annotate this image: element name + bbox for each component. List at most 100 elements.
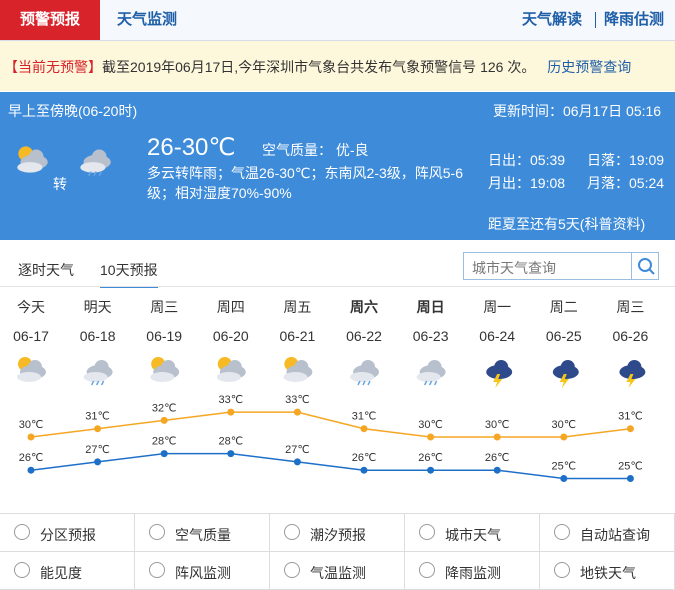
icon-cloud	[83, 372, 108, 382]
high-point	[427, 433, 435, 441]
service-item[interactable]: 地铁天气	[540, 552, 675, 590]
icon-rain	[100, 380, 105, 386]
weekday: 今天	[17, 299, 45, 315]
service-label[interactable]: 城市天气	[445, 527, 501, 543]
weekday: 周五	[283, 299, 311, 315]
today-period: 早上至傍晚(06-20时)	[8, 103, 138, 119]
low-label: 27℃	[285, 444, 310, 456]
tab-active[interactable]: 预警预报	[0, 0, 100, 40]
high-label: 30℃	[485, 419, 510, 431]
service-icon	[14, 524, 30, 540]
service-item[interactable]: 阵风监测	[135, 552, 270, 590]
service-label[interactable]: 分区预报	[40, 527, 96, 543]
search-placeholder[interactable]: 城市天气查询	[472, 260, 556, 276]
high-label: 33℃	[285, 394, 310, 406]
low-line	[30, 452, 631, 480]
service-label[interactable]: 降雨监测	[445, 565, 501, 581]
service-icon	[14, 562, 30, 578]
tab-right[interactable]: 天气解读	[522, 11, 583, 28]
service-icon	[419, 562, 435, 578]
low-point	[626, 475, 634, 482]
search-icon	[638, 258, 655, 275]
fc-tab[interactable]: 逐时天气	[18, 262, 74, 278]
today-temp: 26-30℃	[147, 134, 236, 161]
icon-cloud	[227, 360, 242, 374]
icon-cloud	[494, 360, 509, 374]
high-point	[360, 425, 368, 433]
high-label: 32℃	[152, 402, 177, 414]
icon-cloud	[283, 372, 308, 382]
icon-rain	[428, 380, 433, 386]
tab-rule	[0, 286, 675, 287]
updated: 更新时间：06月17日 05:16	[493, 103, 662, 119]
service-label[interactable]: 阵风监测	[175, 565, 231, 581]
icon-rain	[357, 380, 361, 386]
alert-link[interactable]: 历史预警查询	[547, 59, 632, 75]
service-icon	[284, 524, 300, 540]
solar-term[interactable]: 距夏至还有5天(科普资料)	[488, 216, 646, 232]
weekday: 周六	[350, 299, 378, 315]
search-box[interactable]	[463, 252, 659, 280]
date: 06-24	[479, 328, 515, 344]
service-icon	[284, 562, 300, 578]
service-item[interactable]: 潮汐预报	[270, 514, 405, 552]
high-label: 31℃	[85, 411, 110, 423]
icon-rain	[95, 380, 100, 386]
fc-tab-active[interactable]: 10天预报	[100, 260, 158, 288]
service-item[interactable]: 自动站查询	[540, 514, 675, 552]
date: 06-25	[546, 328, 582, 344]
date: 06-18	[80, 328, 116, 344]
high-label: 33℃	[219, 394, 244, 406]
low-label: 25℃	[552, 461, 577, 473]
icon-bolt	[493, 374, 503, 388]
tab-right[interactable]: 降雨估测	[604, 11, 665, 28]
service-icon	[149, 524, 165, 540]
high-point	[560, 433, 568, 441]
icon-rain	[433, 380, 438, 386]
service-label[interactable]: 空气质量	[175, 527, 231, 543]
search-button[interactable]	[631, 252, 660, 280]
icon-cloud	[28, 149, 44, 165]
weekday: 周四	[217, 299, 245, 315]
weekday: 明天	[84, 299, 112, 315]
icon-cloud	[427, 360, 442, 374]
icon-cloud	[161, 360, 176, 374]
service-item[interactable]: 空气质量	[135, 514, 270, 552]
service-icon	[419, 524, 435, 540]
weekday: 周二	[550, 299, 578, 315]
low-label: 28℃	[152, 436, 177, 448]
change: 转	[53, 176, 67, 192]
today-icons	[17, 146, 111, 177]
sunset: 日落：19:09	[587, 152, 665, 168]
icon-cloud	[560, 360, 575, 374]
high-label: 30℃	[418, 419, 443, 431]
low-point	[493, 466, 501, 474]
service-label[interactable]: 潮汐预报	[310, 527, 366, 543]
service-icon	[149, 562, 165, 578]
service-label[interactable]: 自动站查询	[580, 527, 650, 543]
moonrise: 月出：19:08	[488, 175, 566, 191]
low-point	[427, 466, 435, 474]
high-line	[30, 411, 631, 438]
service-item[interactable]: 气温监测	[270, 552, 405, 590]
service-item[interactable]: 分区预报	[0, 514, 135, 552]
service-item[interactable]: 能见度	[0, 552, 135, 590]
high-point	[227, 408, 235, 416]
icon-rain	[367, 380, 371, 386]
icon-rain	[90, 380, 95, 386]
service-label[interactable]: 地铁天气	[580, 565, 636, 581]
date: 06-22	[346, 328, 382, 344]
icon-rain	[362, 380, 366, 386]
low-point	[293, 458, 301, 466]
tab[interactable]: 天气监测	[117, 11, 178, 28]
icon-cloud	[627, 360, 642, 374]
service-item[interactable]: 降雨监测	[405, 552, 540, 590]
service-label[interactable]: 气温监测	[310, 565, 366, 581]
service-item[interactable]: 城市天气	[405, 514, 540, 552]
low-point	[560, 475, 568, 482]
divider	[595, 12, 596, 28]
date: 06-19	[146, 328, 182, 344]
service-label[interactable]: 能见度	[40, 565, 82, 581]
date: 06-23	[413, 328, 449, 344]
